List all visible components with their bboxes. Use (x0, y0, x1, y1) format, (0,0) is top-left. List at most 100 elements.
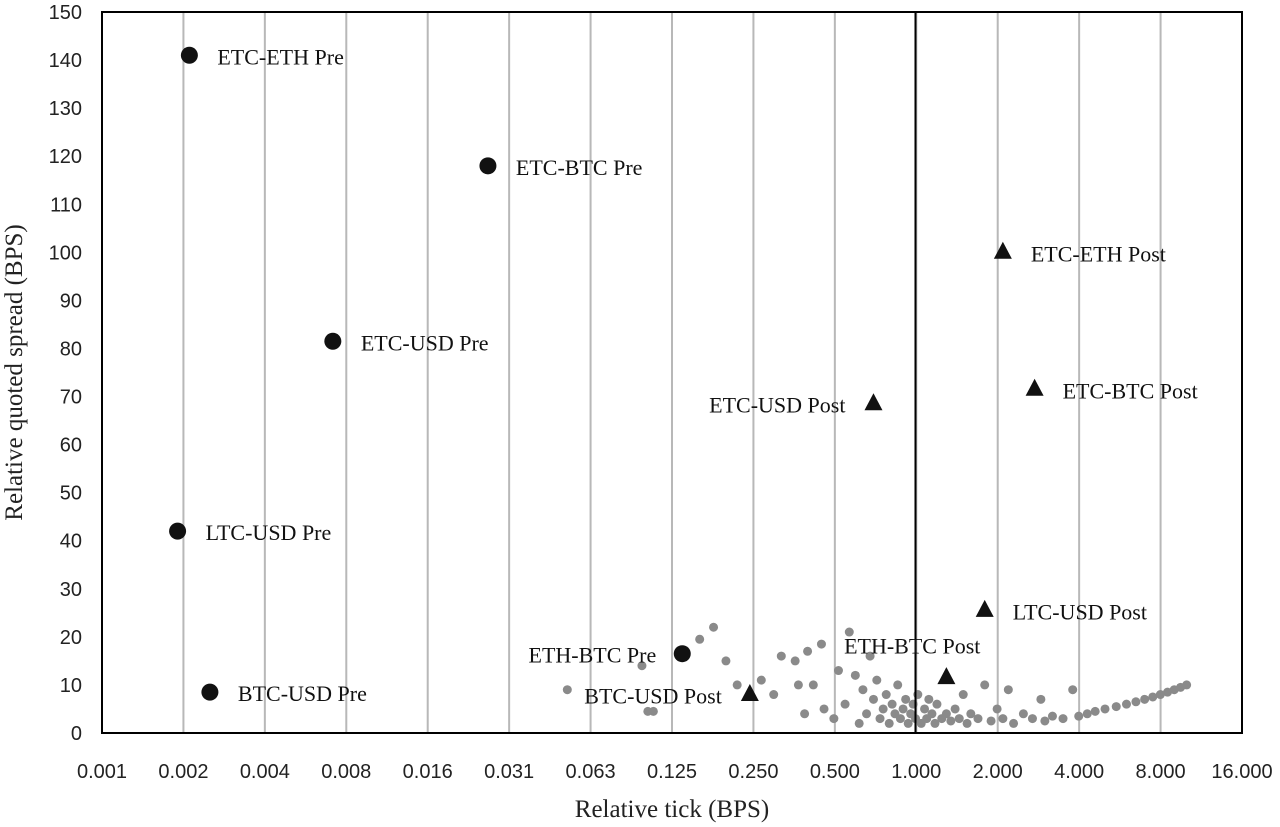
background-point (927, 709, 937, 719)
x-tick-label: 0.016 (403, 761, 453, 783)
background-point (858, 685, 868, 695)
y-tick-label: 0 (71, 723, 82, 745)
x-axis-title: Relative tick (BPS) (575, 796, 769, 823)
x-tick-label: 2.000 (973, 761, 1023, 783)
background-point-cloud (562, 622, 1192, 728)
background-point (884, 718, 894, 728)
background-point (954, 714, 964, 724)
marker-etc-eth-post (993, 241, 1012, 259)
background-point (901, 694, 911, 704)
background-point (875, 714, 885, 724)
marker-etc-eth-pre (180, 46, 198, 64)
background-point (1018, 709, 1028, 719)
background-point (924, 694, 934, 704)
background-point (1148, 692, 1158, 702)
background-point (895, 714, 905, 724)
background-point (868, 694, 878, 704)
background-point (1040, 716, 1050, 726)
point-label-etc-usd-pre: ETC-USD Pre (361, 330, 489, 355)
y-tick-label: 120 (49, 146, 82, 168)
point-label-etc-eth-pre: ETC-ETH Pre (217, 44, 343, 69)
point-label-etc-usd-post: ETC-USD Post (709, 393, 845, 418)
vertical-gridlines (182, 12, 1162, 733)
background-point (854, 718, 864, 728)
point-label-etc-btc-post: ETC-BTC Post (1063, 378, 1198, 403)
background-point (695, 634, 705, 644)
background-point (998, 714, 1008, 724)
y-tick-label: 100 (49, 242, 82, 264)
plot-frame (101, 11, 1243, 734)
background-point (776, 651, 786, 661)
x-tick-label: 0.002 (158, 761, 208, 783)
background-point (1074, 711, 1084, 721)
background-point (840, 699, 850, 709)
background-point (1182, 680, 1192, 690)
background-point (1121, 699, 1131, 709)
background-point (808, 680, 818, 690)
background-point (878, 704, 888, 714)
point-label-eth-btc-pre: ETH-BTC Pre (529, 643, 657, 668)
background-point (819, 704, 829, 714)
y-tick-label: 90 (60, 290, 82, 312)
background-point (1068, 685, 1078, 695)
background-point (1100, 704, 1110, 714)
background-point (709, 622, 719, 632)
background-point (1131, 697, 1141, 707)
x-tick-label: 0.001 (77, 761, 127, 783)
y-tick-label: 130 (49, 98, 82, 120)
y-tick-label: 40 (60, 531, 82, 553)
background-point (769, 690, 779, 700)
background-point (962, 718, 972, 728)
background-point (1036, 694, 1046, 704)
background-point (941, 709, 951, 719)
point-label-etc-eth-post: ETC-ETH Post (1031, 241, 1166, 266)
background-point (950, 704, 960, 714)
background-point (980, 680, 990, 690)
background-point (1082, 709, 1092, 719)
point-label-btc-usd-post: BTC-USD Post (584, 684, 722, 709)
y-tick-label: 140 (49, 50, 82, 72)
background-point (803, 646, 813, 656)
background-point (793, 680, 803, 690)
background-point (816, 639, 826, 649)
background-point (932, 699, 942, 709)
y-tick-label: 80 (60, 338, 82, 360)
background-point (865, 651, 875, 661)
background-point (1027, 714, 1037, 724)
x-tick-label: 0.063 (566, 761, 616, 783)
background-point (1140, 694, 1150, 704)
background-point (1009, 718, 1019, 728)
background-point (1111, 702, 1121, 712)
background-point (562, 685, 572, 695)
marker-etc-btc-pre (479, 157, 497, 175)
background-point (1058, 714, 1068, 724)
background-point (648, 706, 658, 716)
y-axis-title: Relative quoted spread (BPS) (1, 224, 28, 520)
marker-eth-btc-pre (673, 645, 691, 663)
marker-btc-usd-pre (201, 683, 219, 701)
background-point (1155, 690, 1165, 700)
background-point (903, 718, 913, 728)
y-tick-label: 20 (60, 627, 82, 649)
background-point (862, 709, 872, 719)
y-tick-label: 110 (50, 194, 82, 216)
background-point (966, 709, 976, 719)
point-label-btc-usd-pre: BTC-USD Pre (238, 681, 367, 706)
marker-etc-btc-post (1025, 378, 1044, 396)
marker-btc-usd-post (740, 684, 759, 702)
background-point (920, 704, 930, 714)
y-tick-label: 50 (60, 483, 82, 505)
x-tick-label: 4.000 (1054, 761, 1104, 783)
background-point (844, 627, 854, 637)
background-point (1090, 706, 1100, 716)
x-tick-labels: 0.001 0.002 0.004 0.008 0.016 0.031 0.063 0.125… (77, 761, 1273, 783)
background-point (986, 716, 996, 726)
background-point (898, 704, 908, 714)
background-point (893, 680, 903, 690)
background-point (637, 661, 647, 671)
background-point (930, 718, 940, 728)
y-tick-labels: 0 10 20 30 40 50 60 70 80 90 100 110 120 130 140 150 (49, 2, 82, 745)
point-label-etc-btc-pre: ETC-BTC Pre (516, 155, 643, 180)
point-label-ltc-usd-pre: LTC-USD Pre (206, 520, 332, 545)
